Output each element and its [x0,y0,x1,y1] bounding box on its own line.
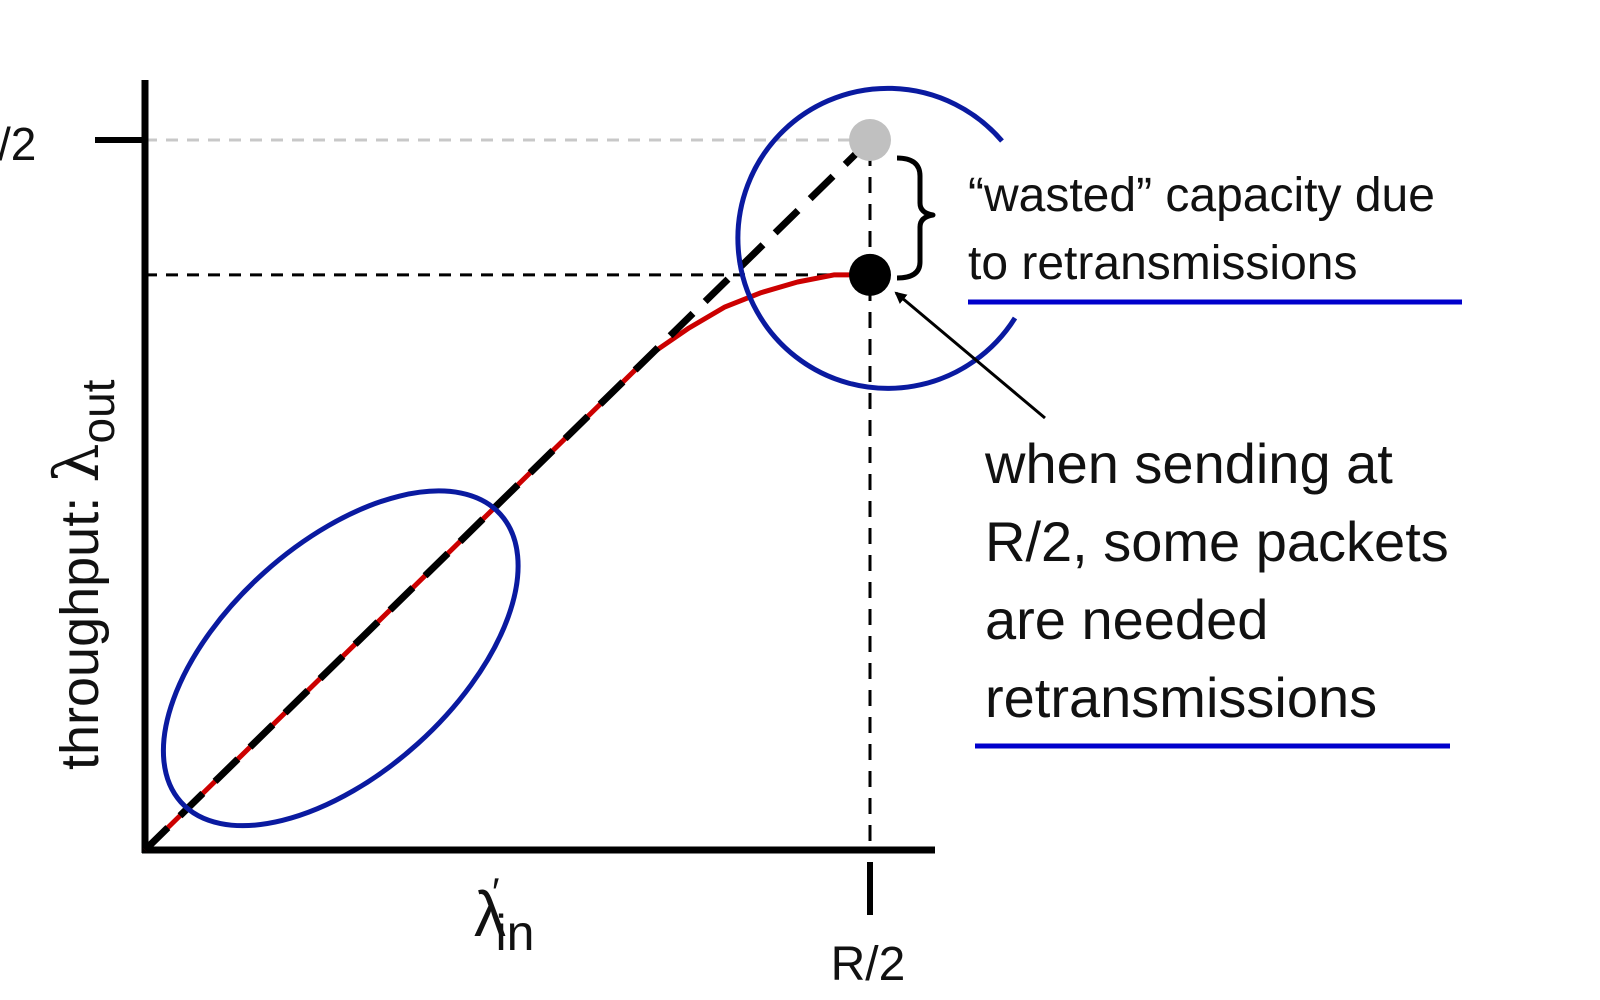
high-load-circle [735,85,1018,391]
y-axis-symbol: λ [40,443,113,482]
x-axis-subscript: in [496,905,535,961]
annotation-marks [894,155,1462,749]
wasted-capacity-note: “wasted” capacity due to retransmissions [968,162,1435,298]
sending-note-line-3: are needed [985,588,1269,651]
y-axis-label: throughput: λout [40,379,124,770]
annotation-arrow [894,291,1046,420]
wasted-note-line-1: “wasted” capacity due [968,169,1435,222]
y-axis-subscript: out [72,379,124,443]
highlight-ellipses [160,85,1018,829]
x-tick-label: R/2 [831,938,906,991]
wasted-note-line-2: to retransmissions [968,237,1358,290]
x-axis-prime: ′ [492,871,500,915]
y-tick-label: /2 [0,118,36,170]
y-axis-prefix: throughput: [50,497,110,770]
ideal-max-point [849,119,891,161]
series-lines [142,137,873,853]
wasted-capacity-brace [896,155,936,281]
sending-note-line-1: when sending at [985,432,1393,495]
sending-at-r2-note: when sending at R/2, some packets are ne… [985,425,1449,737]
data-points [849,119,891,296]
actual-max-point [849,253,891,296]
axes [95,80,935,915]
low-load-ellipse [160,488,521,829]
sending-note-line-2: R/2, some packets [985,510,1449,573]
sending-note-line-4: retransmissions [985,666,1378,729]
x-axis-label: λ′ in [474,871,534,961]
x-axis-symbol: λ [474,878,506,950]
ideal-dashed-line [142,137,873,853]
throughput-curve [143,272,870,852]
